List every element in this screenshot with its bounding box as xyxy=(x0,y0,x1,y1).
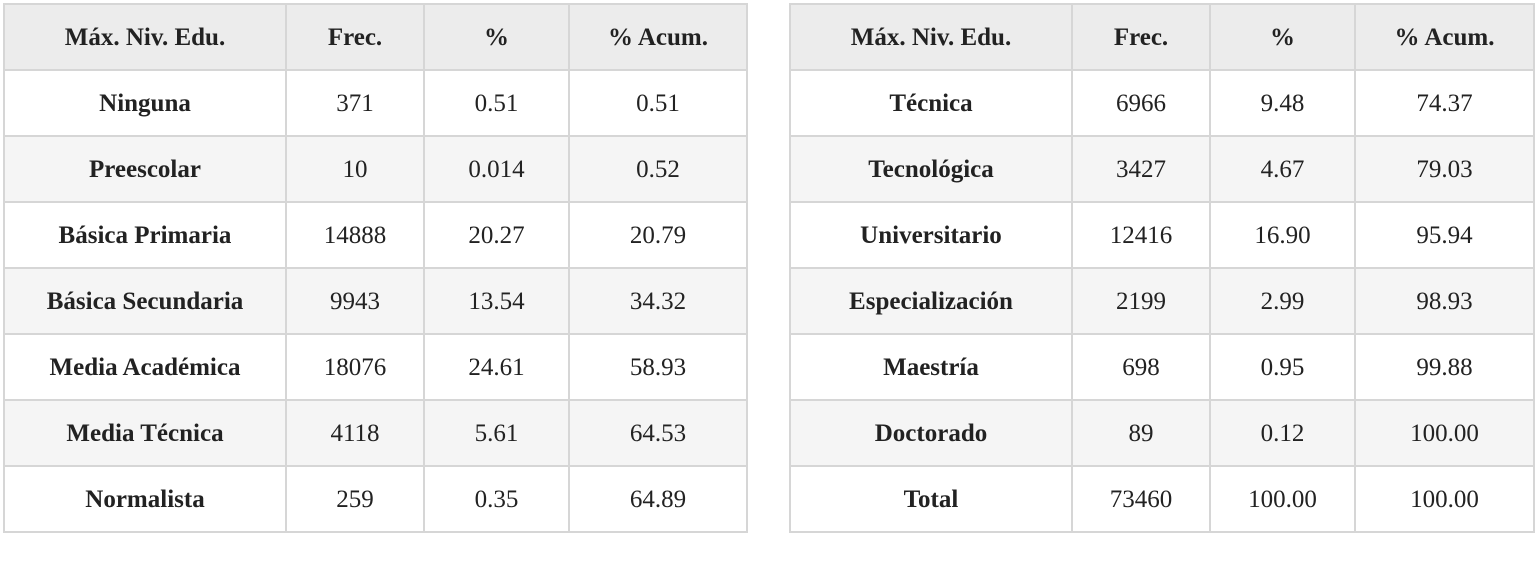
header-frequency: Frec. xyxy=(1071,3,1211,71)
cumulative-percent-cell: 79.03 xyxy=(1354,135,1535,203)
frequency-cell: 12416 xyxy=(1071,201,1211,269)
cumulative-percent-cell: 99.88 xyxy=(1354,333,1535,401)
cumulative-percent-cell: 95.94 xyxy=(1354,201,1535,269)
table-row: Tecnológica 3427 4.67 79.03 xyxy=(789,135,1535,203)
level-cell: Preescolar xyxy=(3,135,287,203)
cumulative-percent-cell: 0.51 xyxy=(568,69,748,137)
percent-cell: 2.99 xyxy=(1209,267,1356,335)
level-cell: Maestría xyxy=(789,333,1073,401)
percent-cell: 0.51 xyxy=(423,69,570,137)
level-cell: Normalista xyxy=(3,465,287,533)
table-row: Doctorado 89 0.12 100.00 xyxy=(789,399,1535,467)
percent-cell: 0.12 xyxy=(1209,399,1356,467)
header-cumulative-percent: % Acum. xyxy=(1354,3,1535,71)
cumulative-percent-cell: 64.89 xyxy=(568,465,748,533)
percent-cell: 13.54 xyxy=(423,267,570,335)
level-cell: Media Técnica xyxy=(3,399,287,467)
cumulative-percent-cell: 74.37 xyxy=(1354,69,1535,137)
level-cell: Técnica xyxy=(789,69,1073,137)
total-label-cell: Total xyxy=(789,465,1073,533)
header-level: Máx. Niv. Edu. xyxy=(789,3,1073,71)
level-cell: Tecnológica xyxy=(789,135,1073,203)
cumulative-percent-cell: 34.32 xyxy=(568,267,748,335)
level-cell: Universitario xyxy=(789,201,1073,269)
percent-cell: 24.61 xyxy=(423,333,570,401)
level-cell: Media Académica xyxy=(3,333,287,401)
table-row: Especialización 2199 2.99 98.93 xyxy=(789,267,1535,335)
frequency-cell: 14888 xyxy=(285,201,425,269)
frequency-cell: 2199 xyxy=(1071,267,1211,335)
cumulative-percent-cell: 20.79 xyxy=(568,201,748,269)
percent-cell: 5.61 xyxy=(423,399,570,467)
frequency-table-left: Máx. Niv. Edu. Frec. % % Acum. Ninguna 3… xyxy=(3,3,748,533)
level-cell: Doctorado xyxy=(789,399,1073,467)
header-percent: % xyxy=(423,3,570,71)
level-cell: Básica Secundaria xyxy=(3,267,287,335)
header-level: Máx. Niv. Edu. xyxy=(3,3,287,71)
frequency-cell: 371 xyxy=(285,69,425,137)
level-cell: Ninguna xyxy=(3,69,287,137)
frequency-cell: 10 xyxy=(285,135,425,203)
table-row: Básica Primaria 14888 20.27 20.79 xyxy=(3,201,748,269)
cumulative-percent-cell: 0.52 xyxy=(568,135,748,203)
frequency-cell: 6966 xyxy=(1071,69,1211,137)
frequency-cell: 3427 xyxy=(1071,135,1211,203)
total-frequency-cell: 73460 xyxy=(1071,465,1211,533)
percent-cell: 0.35 xyxy=(423,465,570,533)
percent-cell: 16.90 xyxy=(1209,201,1356,269)
level-cell: Básica Primaria xyxy=(3,201,287,269)
table-row: Media Técnica 4118 5.61 64.53 xyxy=(3,399,748,467)
total-cumulative-percent-cell: 100.00 xyxy=(1354,465,1535,533)
frequency-cell: 89 xyxy=(1071,399,1211,467)
percent-cell: 0.95 xyxy=(1209,333,1356,401)
percent-cell: 4.67 xyxy=(1209,135,1356,203)
frequency-cell: 698 xyxy=(1071,333,1211,401)
cumulative-percent-cell: 98.93 xyxy=(1354,267,1535,335)
table-row: Técnica 6966 9.48 74.37 xyxy=(789,69,1535,137)
table-row: Básica Secundaria 9943 13.54 34.32 xyxy=(3,267,748,335)
cumulative-percent-cell: 64.53 xyxy=(568,399,748,467)
frequency-cell: 4118 xyxy=(285,399,425,467)
header-cumulative-percent: % Acum. xyxy=(568,3,748,71)
frequency-cell: 259 xyxy=(285,465,425,533)
table-row: Preescolar 10 0.014 0.52 xyxy=(3,135,748,203)
total-percent-cell: 100.00 xyxy=(1209,465,1356,533)
frequency-table-right: Máx. Niv. Edu. Frec. % % Acum. Técnica 6… xyxy=(789,3,1535,533)
table-row: Maestría 698 0.95 99.88 xyxy=(789,333,1535,401)
percent-cell: 0.014 xyxy=(423,135,570,203)
percent-cell: 9.48 xyxy=(1209,69,1356,137)
table-row: Normalista 259 0.35 64.89 xyxy=(3,465,748,533)
header-percent: % xyxy=(1209,3,1356,71)
cumulative-percent-cell: 58.93 xyxy=(568,333,748,401)
percent-cell: 20.27 xyxy=(423,201,570,269)
cumulative-percent-cell: 100.00 xyxy=(1354,399,1535,467)
frequency-cell: 18076 xyxy=(285,333,425,401)
table-row: Universitario 12416 16.90 95.94 xyxy=(789,201,1535,269)
frequency-cell: 9943 xyxy=(285,267,425,335)
table-row: Media Académica 18076 24.61 58.93 xyxy=(3,333,748,401)
header-frequency: Frec. xyxy=(285,3,425,71)
header-row: Máx. Niv. Edu. Frec. % % Acum. xyxy=(789,3,1535,71)
level-cell: Especialización xyxy=(789,267,1073,335)
header-row: Máx. Niv. Edu. Frec. % % Acum. xyxy=(3,3,748,71)
total-row: Total 73460 100.00 100.00 xyxy=(789,465,1535,533)
table-row: Ninguna 371 0.51 0.51 xyxy=(3,69,748,137)
